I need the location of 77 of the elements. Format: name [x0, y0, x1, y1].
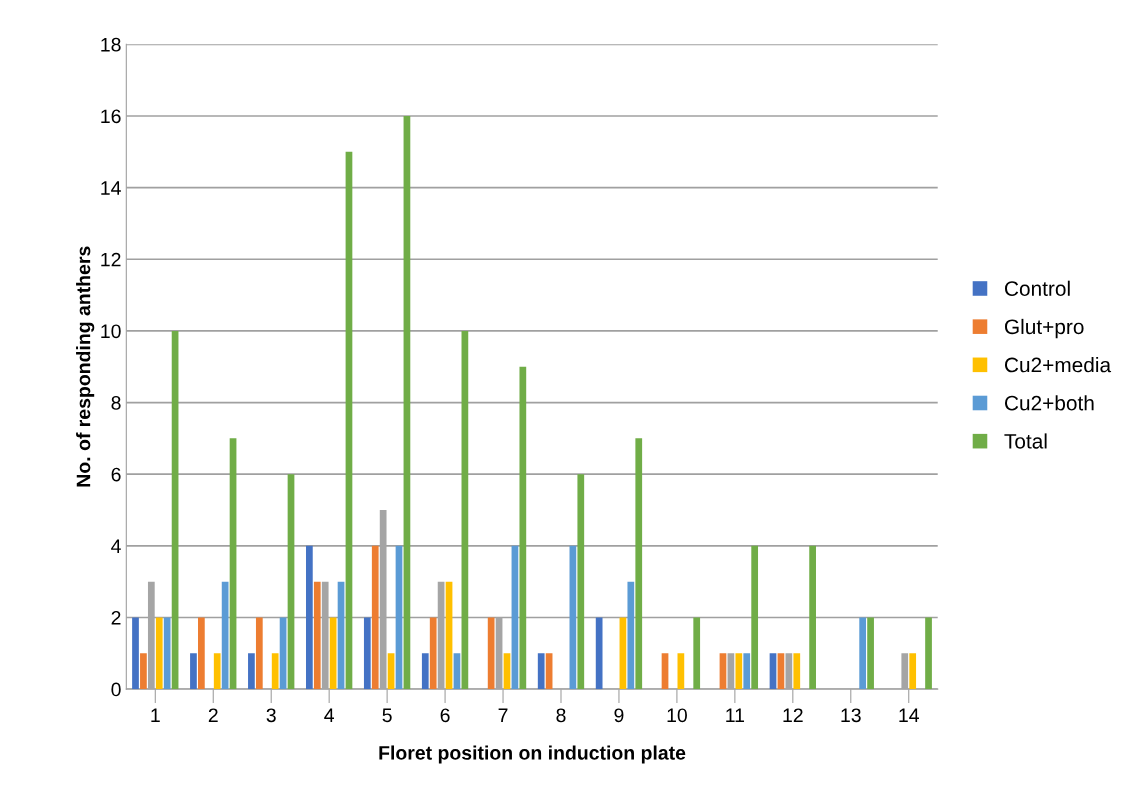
y-tick-label: 8 — [111, 396, 121, 410]
bar — [537, 653, 545, 690]
bar — [677, 653, 685, 690]
y-tick-label: 2 — [111, 610, 121, 625]
bar — [925, 617, 932, 690]
x-tick-label: 7 — [498, 708, 508, 722]
bar — [453, 653, 461, 690]
legend-label: Control — [1005, 280, 1070, 296]
bar — [255, 617, 263, 690]
x-tick-label: 3 — [266, 708, 276, 723]
x-tick-label: 11 — [726, 708, 745, 722]
y-tick-label: 6 — [111, 467, 121, 482]
bar — [387, 653, 395, 690]
bar — [545, 653, 553, 690]
x-tick-label: 4 — [324, 708, 334, 722]
x-tick-label: 10 — [667, 708, 687, 723]
x-tick-label: 13 — [841, 708, 861, 723]
y-tick-label: 16 — [101, 109, 121, 124]
bar — [909, 653, 917, 690]
y-tick-label: 0 — [111, 682, 121, 697]
bar — [867, 617, 874, 690]
x-tick-label: 5 — [382, 708, 392, 723]
bar — [363, 617, 371, 690]
legend-label: Cu2+media — [1005, 357, 1112, 373]
y-tick-label: 12 — [101, 252, 121, 267]
y-tick-label: 18 — [101, 37, 121, 52]
bar — [248, 653, 255, 690]
x-tick-label: 8 — [556, 708, 566, 723]
bar — [577, 474, 585, 690]
x-tick-label: 1 — [151, 708, 160, 722]
x-tick-label: 9 — [614, 708, 624, 723]
bar — [619, 617, 627, 690]
bar — [487, 617, 495, 690]
bar — [421, 653, 429, 690]
bar — [777, 653, 785, 690]
bar — [313, 581, 321, 690]
x-axis-title: Floret position on induction plate — [379, 745, 686, 764]
bar — [743, 653, 751, 690]
bar — [140, 653, 147, 690]
bar — [693, 617, 701, 690]
bar — [769, 653, 777, 690]
bar — [221, 581, 229, 690]
y-tick-label: 10 — [101, 324, 121, 339]
y-tick-label: 14 — [101, 181, 121, 195]
legend-label: Total — [1004, 433, 1047, 449]
x-tick-label: 2 — [208, 708, 218, 722]
bar — [190, 653, 197, 690]
bar — [306, 545, 313, 690]
y-tick-label: 4 — [111, 539, 121, 553]
bar — [809, 545, 816, 690]
x-tick-label: 12 — [783, 708, 803, 722]
bar — [329, 617, 337, 690]
bar — [163, 617, 171, 690]
bar — [635, 438, 643, 690]
legend-label: Glut+pro — [1004, 318, 1084, 339]
bar — [429, 617, 437, 690]
legend-label: Cu2+both — [1005, 395, 1094, 411]
bar — [198, 617, 205, 690]
bar — [859, 617, 867, 690]
x-tick-label: 6 — [440, 708, 450, 723]
bar — [735, 653, 743, 690]
bar — [627, 581, 635, 690]
y-axis-title: No. of responding anthers — [76, 246, 95, 487]
bar — [155, 617, 163, 690]
bar — [793, 653, 801, 690]
bar — [371, 545, 379, 690]
bar — [271, 653, 279, 690]
bar — [719, 653, 727, 690]
bar — [595, 617, 603, 690]
bar — [519, 366, 527, 690]
x-tick-label: 14 — [899, 708, 919, 722]
bar — [503, 653, 511, 690]
bar — [751, 545, 759, 690]
bar — [213, 653, 221, 690]
bar — [279, 617, 287, 690]
bar — [661, 653, 669, 690]
bar — [132, 617, 139, 690]
